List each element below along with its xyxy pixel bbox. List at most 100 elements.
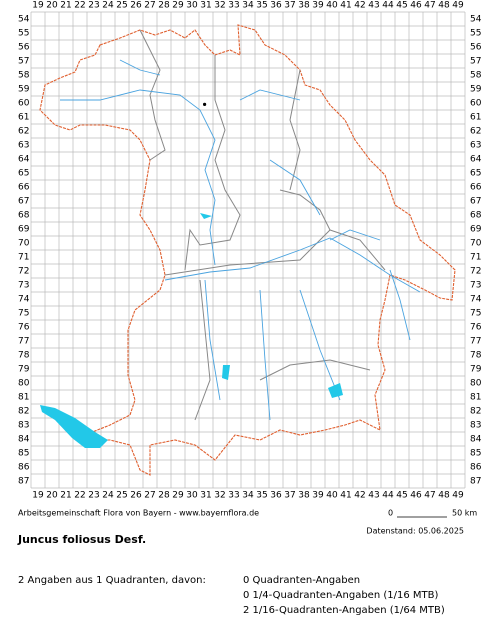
row-label: 65 — [470, 169, 481, 179]
column-label: 23 — [88, 491, 99, 501]
summary-line: 2 1/16-Quadranten-Angaben (1/64 MTB) — [243, 605, 445, 616]
column-label: 24 — [102, 1, 114, 11]
row-label: 72 — [18, 267, 29, 277]
district-borders — [139, 29, 386, 421]
column-label: 43 — [368, 1, 379, 11]
grid: 1919202021212222232324242525262627272828… — [18, 1, 482, 501]
column-label: 32 — [214, 1, 225, 11]
row-label: 69 — [470, 225, 482, 235]
state-border — [39, 24, 456, 476]
column-label: 26 — [130, 491, 142, 501]
column-label: 49 — [452, 491, 464, 501]
row-label: 54 — [470, 15, 482, 25]
column-label: 38 — [298, 1, 310, 11]
row-label: 68 — [18, 211, 30, 221]
row-label: 61 — [470, 113, 481, 123]
summary-line: 0 Quadranten-Angaben — [243, 575, 360, 586]
column-label: 29 — [172, 491, 184, 501]
row-label: 74 — [470, 295, 482, 305]
row-label: 81 — [18, 393, 29, 403]
row-label: 76 — [470, 323, 482, 333]
column-label: 25 — [116, 491, 127, 501]
row-label: 82 — [18, 407, 29, 417]
column-label: 24 — [102, 491, 114, 501]
row-label: 84 — [470, 435, 482, 445]
species-name: Juncus foliosus Desf. — [17, 533, 146, 546]
column-label: 22 — [74, 491, 85, 501]
row-label: 71 — [18, 253, 29, 263]
row-label: 72 — [470, 267, 481, 277]
record-dot — [203, 102, 207, 106]
row-label: 81 — [470, 393, 481, 403]
column-label: 41 — [340, 491, 351, 501]
column-label: 25 — [116, 1, 127, 11]
summary-line: 0 1/4-Quadranten-Angaben (1/16 MTB) — [243, 590, 438, 601]
row-label: 66 — [18, 183, 30, 193]
row-label: 76 — [18, 323, 30, 333]
row-label: 83 — [18, 421, 29, 431]
row-label: 80 — [470, 379, 482, 389]
column-label: 47 — [424, 491, 435, 501]
row-label: 62 — [18, 127, 29, 137]
column-label: 30 — [186, 1, 198, 11]
column-label: 37 — [284, 1, 295, 11]
column-label: 23 — [88, 1, 99, 11]
row-label: 58 — [470, 71, 482, 81]
river — [60, 89, 216, 266]
row-label: 86 — [18, 463, 30, 473]
column-label: 28 — [158, 491, 170, 501]
row-label: 56 — [470, 43, 482, 53]
column-label: 33 — [228, 491, 239, 501]
column-label: 32 — [214, 491, 225, 501]
records — [203, 102, 207, 106]
column-label: 38 — [298, 491, 310, 501]
column-label: 46 — [410, 491, 422, 501]
column-label: 48 — [438, 1, 450, 11]
row-label: 67 — [470, 197, 481, 207]
column-label: 37 — [284, 491, 295, 501]
column-label: 34 — [242, 491, 254, 501]
column-label: 19 — [32, 1, 44, 11]
column-label: 28 — [158, 1, 170, 11]
row-label: 66 — [470, 183, 482, 193]
lake — [222, 365, 230, 380]
column-label: 45 — [396, 1, 407, 11]
border — [279, 69, 331, 231]
lake — [200, 213, 212, 219]
row-label: 60 — [18, 99, 30, 109]
row-label: 68 — [470, 211, 482, 221]
column-label: 44 — [382, 1, 394, 11]
column-label: 42 — [354, 491, 365, 501]
column-label: 40 — [326, 491, 338, 501]
row-label: 86 — [470, 463, 482, 473]
column-label: 36 — [270, 491, 282, 501]
row-label: 77 — [18, 337, 29, 347]
column-label: 35 — [256, 1, 267, 11]
row-label: 82 — [470, 407, 481, 417]
column-label: 39 — [312, 1, 324, 11]
row-label: 58 — [18, 71, 30, 81]
row-label: 73 — [470, 281, 481, 291]
lake — [40, 405, 108, 448]
column-label: 40 — [326, 1, 338, 11]
scale-end: 50 km — [452, 509, 477, 518]
row-label: 74 — [18, 295, 30, 305]
column-label: 45 — [396, 491, 407, 501]
row-label: 62 — [470, 127, 481, 137]
row-label: 60 — [470, 99, 482, 109]
column-label: 48 — [438, 491, 450, 501]
column-label: 31 — [200, 491, 211, 501]
column-label: 36 — [270, 1, 282, 11]
row-label: 79 — [18, 365, 30, 375]
row-label: 85 — [470, 449, 481, 459]
column-label: 30 — [186, 491, 198, 501]
column-label: 21 — [60, 1, 71, 11]
row-label: 84 — [18, 435, 30, 445]
row-label: 70 — [18, 239, 30, 249]
row-label: 83 — [470, 421, 481, 431]
row-label: 77 — [470, 337, 481, 347]
column-label: 31 — [200, 1, 211, 11]
row-label: 78 — [470, 351, 482, 361]
